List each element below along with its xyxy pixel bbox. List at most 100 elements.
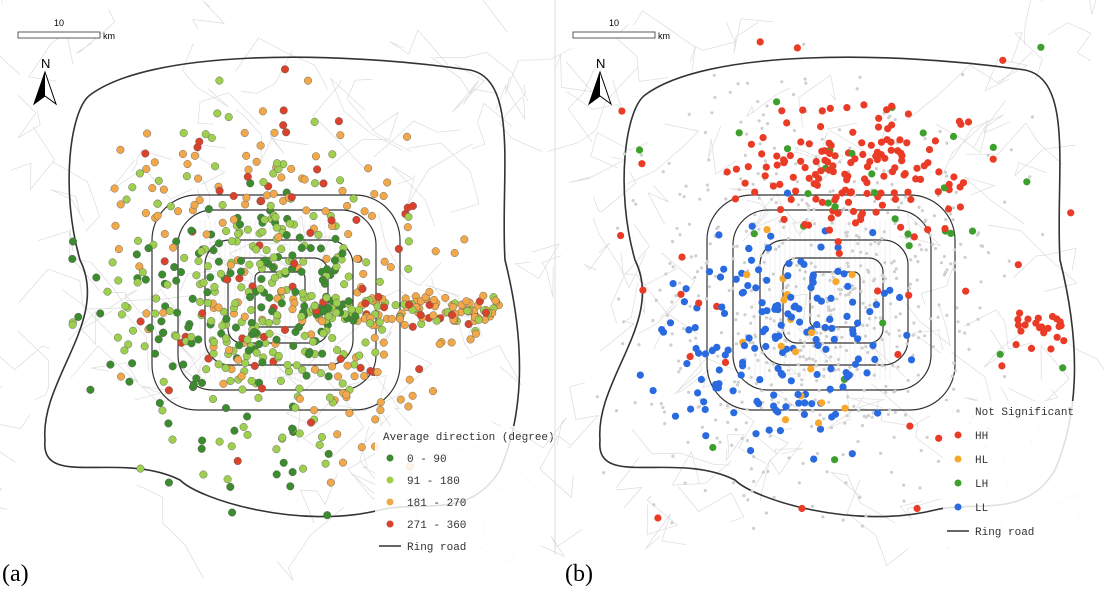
poi-dot [879, 319, 887, 327]
poi-dot [844, 172, 852, 180]
poi-dot [863, 189, 871, 198]
poi-dot [906, 422, 914, 430]
poi-dot [1014, 315, 1022, 324]
poi-dot [243, 335, 252, 344]
poi-dot [800, 260, 808, 268]
poi-dot [358, 284, 367, 293]
poi-dot [281, 325, 290, 334]
insignificant-dot [894, 267, 898, 271]
district-boundary [107, 289, 162, 314]
district-boundary [853, 397, 885, 413]
insignificant-dot [1002, 274, 1007, 278]
poi-dot [763, 307, 771, 315]
insignificant-dot [875, 181, 879, 185]
poi-dot [780, 296, 788, 304]
district-boundary [708, 126, 737, 175]
district-boundary [302, 394, 365, 458]
district-boundary [327, 111, 399, 169]
poi-dot [1034, 314, 1042, 322]
district-boundary [336, 349, 433, 411]
poi-dot [732, 165, 740, 173]
insignificant-dot [906, 378, 910, 383]
poi-dot [779, 348, 787, 357]
poi-dot [288, 251, 297, 260]
poi-dot [773, 161, 781, 169]
insignificant-dot [813, 398, 817, 402]
poi-dot [403, 223, 412, 232]
poi-dot [336, 176, 345, 185]
poi-dot [237, 283, 246, 292]
poi-dot [238, 385, 247, 394]
insignificant-dot [777, 244, 781, 249]
insignificant-dot [866, 413, 871, 418]
district-boundary [514, 243, 560, 279]
poi-dot [776, 206, 785, 214]
poi-dot [203, 288, 212, 297]
insignificant-dot [712, 73, 716, 77]
poi-dot [172, 332, 181, 341]
insignificant-dot [740, 436, 744, 440]
poi-dot [352, 215, 361, 224]
poi-dot [245, 293, 254, 302]
insignificant-dot [837, 128, 842, 132]
insignificant-dot [765, 122, 770, 126]
district-boundary [194, 143, 226, 185]
poi-dot [869, 341, 877, 349]
poi-dot [265, 293, 274, 302]
poi-dot [841, 404, 849, 412]
poi-dot [159, 328, 168, 337]
poi-dot [907, 195, 915, 204]
insignificant-dot [898, 334, 902, 338]
poi-dot [155, 399, 164, 408]
district-boundary [1040, 0, 1097, 15]
insignificant-dot [949, 262, 953, 266]
poi-dot [460, 235, 469, 244]
poi-dot [825, 226, 834, 234]
poi-dot [277, 173, 286, 182]
poi-dot [877, 189, 885, 197]
legend-label: 0 - 90 [407, 454, 447, 466]
district-boundary [285, 396, 335, 442]
poi-dot [235, 341, 244, 350]
insignificant-dot [817, 389, 821, 393]
poi-dot [408, 391, 417, 400]
poi-dot [256, 141, 265, 150]
poi-dot [808, 329, 816, 337]
insignificant-dot [736, 82, 740, 86]
poi-dot [441, 293, 450, 302]
district-boundary [966, 122, 1063, 165]
poi-dot [243, 172, 252, 181]
insignificant-dot [786, 283, 790, 287]
poi-dot [808, 400, 816, 408]
insignificant-dot [883, 261, 887, 265]
poi-dot [809, 273, 817, 282]
insignificant-dot [918, 329, 922, 334]
poi-dot [826, 385, 834, 393]
insignificant-dot [864, 227, 868, 231]
insignificant-dot [880, 364, 884, 368]
legend-marker [956, 409, 960, 413]
poi-dot [135, 262, 144, 271]
poi-dot [380, 257, 389, 266]
poi-dot [224, 113, 233, 122]
insignificant-dot [796, 363, 800, 367]
poi-dot [120, 346, 129, 355]
insignificant-dot [937, 303, 941, 307]
poi-dot [266, 201, 275, 210]
poi-dot [905, 242, 913, 250]
poi-dot [176, 268, 185, 277]
district-boundary [983, 327, 1029, 368]
poi-dot [1014, 321, 1023, 329]
insignificant-dot [807, 356, 811, 361]
insignificant-dot [731, 481, 736, 485]
poi-dot [462, 297, 471, 306]
district-boundary [361, 414, 394, 484]
insignificant-dot [951, 206, 956, 210]
insignificant-dot [678, 281, 682, 285]
insignificant-dot [855, 233, 859, 238]
poi-dot [240, 312, 249, 321]
legend-label: LH [975, 479, 988, 491]
poi-dot [218, 321, 227, 330]
poi-dot [404, 212, 413, 221]
district-boundary [131, 149, 172, 172]
